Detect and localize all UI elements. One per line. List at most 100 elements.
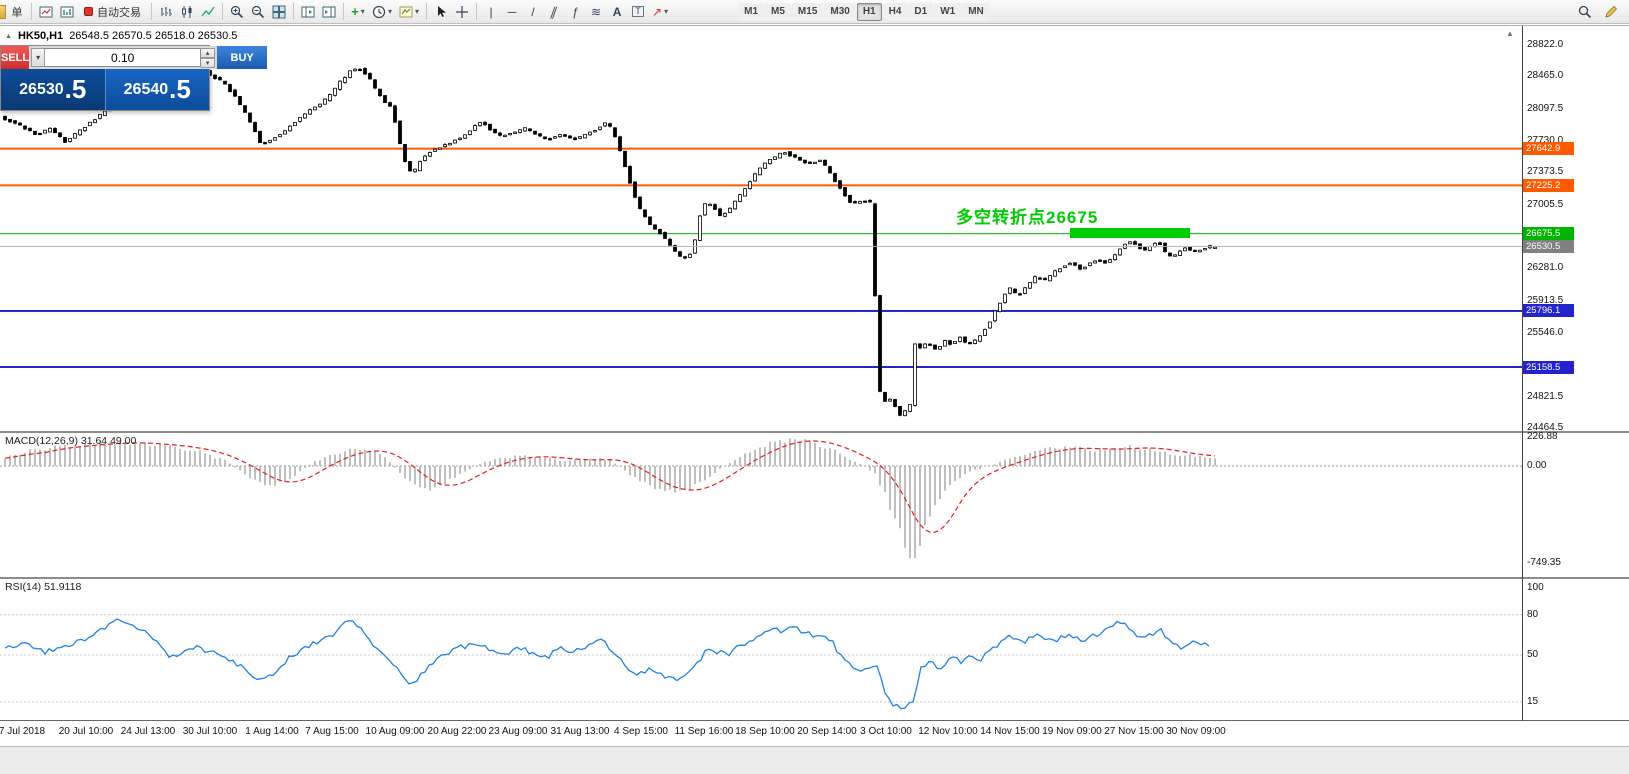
template-icon — [399, 6, 413, 17]
buy-button[interactable]: BUY — [217, 46, 268, 69]
data-window-icon — [301, 6, 315, 17]
fibonacci-icon: ƒ — [571, 4, 579, 19]
timeframe-button-w1[interactable]: W1 — [934, 2, 962, 21]
level-price-badge: 27225.2 — [1523, 178, 1574, 192]
horizontal-level-line[interactable] — [0, 309, 1522, 312]
buy-price-main: 26540 — [123, 80, 169, 98]
time-axis-label: 3 Oct 10:00 — [860, 726, 912, 737]
macd-panel-separator[interactable] — [0, 431, 1629, 433]
one-click-trading-panel: SELL ▾ ▴ ▾ BUY 26530 .5 26540 .5 — [0, 45, 268, 111]
chevron-down-icon: ▾ — [415, 6, 420, 16]
horizontal-level-line[interactable] — [0, 147, 1522, 150]
timeframe-button-d1[interactable]: D1 — [908, 2, 934, 21]
cycle-lines-button[interactable]: ≋ — [586, 2, 606, 22]
chevron-down-icon: ▾ — [388, 6, 393, 16]
navigator-icon — [322, 6, 336, 17]
rsi-axis-label: 50 — [1527, 649, 1539, 660]
autotrade-status-icon — [84, 7, 93, 16]
trendline-button[interactable]: / — [523, 2, 543, 22]
text-icon: A — [612, 4, 622, 19]
time-axis-label: 24 Jul 13:00 — [120, 726, 176, 737]
price-axis-label: 27005.5 — [1527, 198, 1564, 210]
tile-windows-button[interactable] — [269, 2, 289, 22]
rsi-indicator-header: RSI(14) 51.9118 — [5, 581, 81, 593]
timeframe-button-mn[interactable]: MN — [962, 2, 990, 21]
macd-axis-label: 0.00 — [1527, 460, 1547, 471]
time-axis-label: 1 Aug 14:00 — [245, 726, 299, 737]
charts-window-button[interactable] — [36, 2, 56, 22]
timeframe-button-m5[interactable]: M5 — [765, 2, 791, 21]
timeframe-button-h4[interactable]: H4 — [882, 2, 908, 21]
periods-button[interactable]: ▾ — [369, 2, 395, 22]
buy-price-display[interactable]: 26540 .5 — [105, 69, 209, 110]
channel-icon: ∥ — [548, 4, 560, 19]
time-axis-label: 30 Jul 10:00 — [182, 726, 238, 737]
chevron-down-icon: ▾ — [360, 6, 365, 16]
new-order-button[interactable]: 单 — [7, 2, 27, 22]
time-axis-label: 27 Nov 15:00 — [1104, 726, 1164, 737]
price-axis-label: 28097.5 — [1527, 102, 1564, 114]
volume-up-button[interactable]: ▴ — [201, 48, 216, 58]
candlestick-chart-button[interactable] — [177, 2, 197, 22]
timeframe-toolbar: M1 M5 M15 M30 H1 H4 D1 W1 MN — [738, 2, 990, 21]
text-label-button[interactable]: T — [628, 2, 648, 22]
search-icon — [1578, 5, 1592, 18]
edit-button[interactable] — [1601, 2, 1621, 22]
arrows-button[interactable]: ↗ ▾ — [649, 2, 671, 22]
timeframe-button-m15[interactable]: M15 — [791, 2, 824, 21]
cursor-button[interactable] — [431, 2, 451, 22]
line-chart-button[interactable] — [198, 2, 218, 22]
timeframe-button-m30[interactable]: M30 — [824, 2, 856, 21]
time-axis-label: 14 Nov 15:00 — [980, 726, 1040, 737]
horizontal-level-line[interactable] — [0, 233, 1522, 235]
data-window-button[interactable] — [298, 2, 318, 22]
horizontal-line-button[interactable]: ─ — [502, 2, 522, 22]
profiles-button[interactable] — [57, 2, 77, 22]
fibonacci-button[interactable]: ƒ — [565, 2, 585, 22]
volume-dropdown-button[interactable]: ▾ — [31, 48, 46, 67]
sell-price-display[interactable]: 26530 .5 — [1, 69, 106, 110]
channel-button[interactable]: ∥ — [544, 2, 564, 22]
search-button[interactable] — [1575, 2, 1595, 22]
sell-button[interactable]: SELL — [1, 46, 30, 69]
volume-control: ▾ ▴ ▾ — [29, 46, 218, 69]
zoom-out-button[interactable] — [248, 2, 268, 22]
vertical-line-button[interactable]: | — [481, 2, 501, 22]
crosshair-button[interactable] — [452, 2, 472, 22]
arrow-icon: ↗ — [652, 4, 663, 19]
volume-down-button[interactable]: ▾ — [201, 58, 216, 68]
level-price-badge: 25158.5 — [1523, 360, 1574, 374]
add-indicator-icon: + — [351, 4, 359, 19]
timeframe-button-m1[interactable]: M1 — [738, 2, 765, 21]
time-axis-label: 30 Nov 09:00 — [1166, 726, 1226, 737]
new-order-icon[interactable] — [0, 4, 6, 19]
timeframe-button-h1[interactable]: H1 — [856, 2, 882, 21]
profiles-icon — [60, 6, 74, 17]
zoom-out-icon — [251, 5, 265, 18]
annotation-highlight-bar[interactable] — [1070, 228, 1190, 238]
chart-symbol: HK50,H1 — [17, 30, 64, 42]
autotrade-label: 自动交易 — [97, 6, 141, 19]
toolbar-separator — [151, 3, 152, 20]
macd-indicator-header: MACD(12,26,9) 31.64 49.00 — [5, 435, 136, 447]
zoom-in-button[interactable] — [227, 2, 247, 22]
chevron-down-icon: ▾ — [664, 6, 669, 16]
text-button[interactable]: A — [607, 2, 627, 22]
macd-histogram — [4, 438, 1216, 559]
tile-windows-icon — [272, 5, 286, 18]
navigator-button[interactable] — [319, 2, 339, 22]
autotrade-button[interactable]: 自动交易 — [78, 2, 147, 22]
annotation-text[interactable]: 多空转折点26675 — [956, 208, 1099, 227]
horizontal-level-line[interactable] — [0, 184, 1522, 187]
add-indicator-button[interactable]: + ▾ — [348, 2, 368, 22]
rsi-panel-separator[interactable] — [0, 577, 1629, 579]
volume-input[interactable] — [45, 48, 202, 67]
horizontal-level-line[interactable] — [0, 366, 1522, 369]
templates-button[interactable]: ▾ — [396, 2, 422, 22]
chart-shift-marker: ▲ — [1506, 29, 1514, 38]
toolbar-separator — [31, 3, 32, 20]
rsi-axis-label: 15 — [1527, 695, 1539, 707]
bar-chart-button[interactable] — [156, 2, 176, 22]
crosshair-icon — [456, 5, 469, 18]
